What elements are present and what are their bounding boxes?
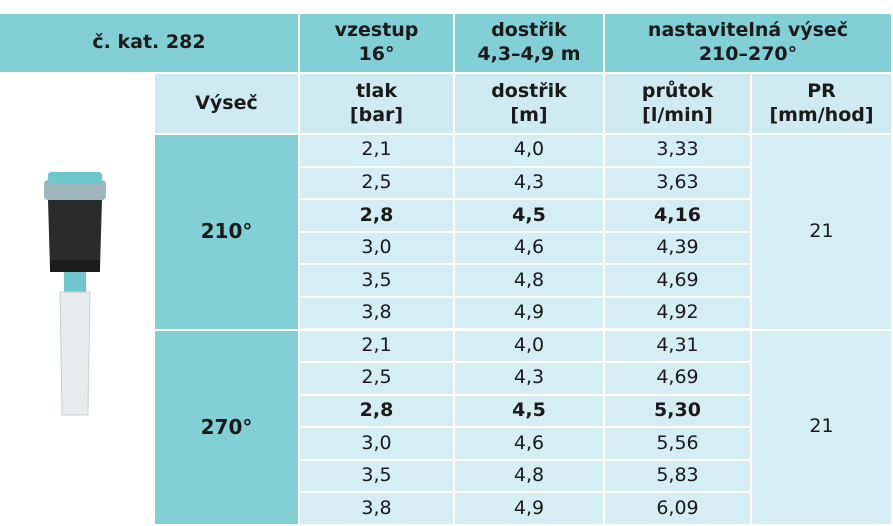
data-cell: 3,8 (300, 297, 455, 331)
pr-cell: 21 (752, 330, 893, 526)
data-cell: 4,5 (455, 395, 605, 429)
data-cell: 4,0 (455, 330, 605, 364)
pr-cell: 21 (752, 135, 893, 331)
data-cell: 4,69 (605, 363, 752, 396)
header-cell: dostřik 4,3–4,9 m (455, 14, 605, 74)
column-header: průtok [l/min] (605, 74, 752, 135)
data-cell: 2,5 (300, 167, 455, 201)
data-cell: 2,1 (300, 135, 455, 168)
data-cell: 2,1 (300, 330, 455, 364)
data-cell: 2,8 (300, 200, 455, 233)
data-cell: 4,16 (605, 200, 752, 233)
data-cell: 3,8 (300, 493, 455, 526)
sector-cell: 210° (155, 135, 300, 331)
data-cell: 5,56 (605, 428, 752, 461)
data-cell: 4,3 (455, 363, 605, 396)
column-header: tlak [bar] (300, 74, 455, 135)
data-cell: 4,0 (455, 135, 605, 168)
header-cell: nastavitelná výseč 210–270° (605, 14, 893, 74)
data-cell: 3,33 (605, 135, 752, 168)
data-cell: 4,3 (455, 167, 605, 201)
data-cell: 4,9 (455, 493, 605, 526)
column-header: Výseč (155, 74, 300, 135)
data-cell: 4,8 (455, 265, 605, 298)
data-cell: 2,8 (300, 395, 455, 429)
column-header: PR [mm/hod] (752, 74, 893, 135)
data-cell: 3,0 (300, 428, 455, 461)
data-cell: 4,69 (605, 265, 752, 298)
data-cell: 5,30 (605, 395, 752, 429)
header-cell: vzestup 16° (300, 14, 455, 74)
sector-cell: 270° (155, 330, 300, 526)
column-header: dostřik [m] (455, 74, 605, 135)
data-cell: 6,09 (605, 493, 752, 526)
data-cell: 3,63 (605, 167, 752, 201)
data-cell: 4,6 (455, 428, 605, 461)
data-cell: 4,8 (455, 460, 605, 494)
data-cell: 4,92 (605, 297, 752, 331)
data-cell: 4,31 (605, 330, 752, 364)
data-cell: 4,9 (455, 297, 605, 331)
header-cell: č. kat. 282 (0, 14, 300, 74)
data-cell: 3,0 (300, 232, 455, 266)
data-cell: 2,5 (300, 363, 455, 396)
data-cell: 3,5 (300, 265, 455, 298)
data-cell: 4,6 (455, 232, 605, 266)
data-cell: 5,83 (605, 460, 752, 494)
data-cell: 4,5 (455, 200, 605, 233)
data-cell: 3,5 (300, 460, 455, 494)
data-cell: 4,39 (605, 232, 752, 266)
nozzle-image (44, 172, 106, 416)
